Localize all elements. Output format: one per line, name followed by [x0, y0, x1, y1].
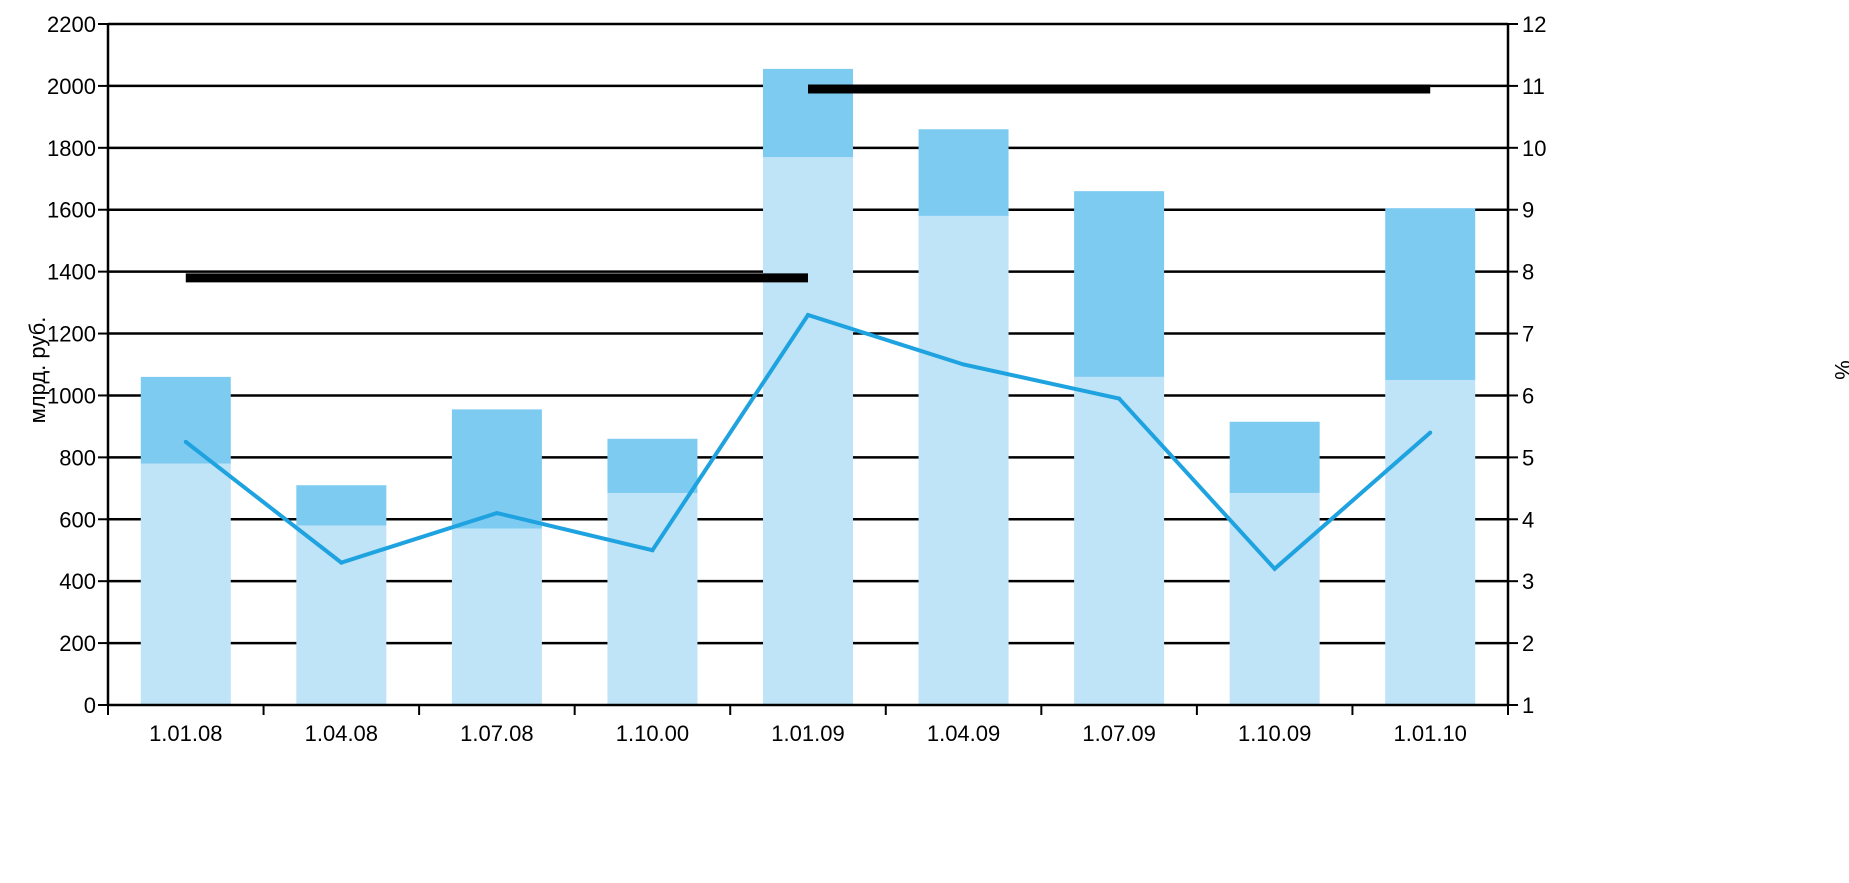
y2-tick-label: 12 — [1522, 12, 1546, 37]
y2-axis-title: % — [1830, 360, 1849, 380]
y-tick-label: 200 — [59, 631, 96, 656]
y-tick-label: 0 — [84, 693, 96, 718]
bar-lower-segment — [1074, 376, 1165, 705]
line-point — [1272, 566, 1277, 571]
line-point — [1428, 430, 1433, 435]
y-tick-label: 400 — [59, 569, 96, 594]
line-point — [806, 312, 810, 317]
x-tick-label: 1.07.08 — [460, 721, 533, 746]
x-tick-label: 1.01.09 — [771, 721, 844, 746]
y2-tick-label: 3 — [1522, 569, 1534, 594]
x-tick-label: 1.07.09 — [1082, 721, 1155, 746]
y2-tick-label: 7 — [1522, 322, 1534, 347]
line-point — [650, 548, 655, 553]
bar-upper-segment — [296, 485, 387, 526]
line-point — [961, 362, 966, 367]
axes — [98, 23, 1518, 715]
y2-tick-label: 4 — [1522, 507, 1534, 532]
y2-tick-label: 5 — [1522, 445, 1534, 470]
y-tick-label: 600 — [59, 507, 96, 532]
bars — [140, 68, 1476, 705]
y-tick-label: 1400 — [47, 260, 96, 285]
bar-upper-segment — [1074, 191, 1165, 377]
y-tick-label: 1600 — [47, 198, 96, 223]
bar-upper-segment — [1385, 208, 1476, 380]
y2-tick-label: 9 — [1522, 198, 1534, 223]
y2-tick-label: 1 — [1522, 693, 1534, 718]
line-point — [494, 511, 499, 516]
y2-tick-label: 8 — [1522, 260, 1534, 285]
y-tick-label: 2000 — [47, 74, 96, 99]
x-tick-label: 1.01.10 — [1394, 721, 1467, 746]
x-tick-label: 1.04.09 — [927, 721, 1000, 746]
y2-tick-label: 11 — [1522, 74, 1545, 99]
bar-upper-segment — [918, 129, 1009, 216]
tick-labels: 0 200 400 600 800 1000 1200 1400 1600 1800 2000 220… — [47, 12, 1546, 746]
bar-lower-segment — [296, 525, 387, 705]
line-point — [1117, 396, 1122, 401]
line-series — [183, 312, 1433, 572]
y-tick-label: 1800 — [47, 136, 96, 161]
bar-lower-segment — [140, 463, 231, 705]
y2-tick-label: 2 — [1522, 631, 1534, 656]
y-tick-label: 2200 — [47, 12, 96, 37]
bar-lower-segment — [607, 492, 698, 705]
y2-tick-label: 6 — [1522, 383, 1534, 408]
y-tick-label: 800 — [59, 445, 96, 470]
bar-lower-segment — [1385, 379, 1476, 705]
x-tick-label: 1.10.09 — [1238, 721, 1311, 746]
x-tick-label: 1.01.08 — [149, 721, 222, 746]
line-point — [183, 439, 188, 444]
bar-upper-segment — [451, 409, 542, 529]
bar-lower-segment — [451, 528, 542, 705]
y-axis-title: млрд. руб. — [25, 317, 50, 424]
bar-upper-segment — [1229, 421, 1320, 493]
y-tick-label: 1000 — [47, 383, 96, 408]
bar-upper-segment — [140, 376, 231, 464]
line-point — [339, 560, 344, 565]
x-tick-label: 1.10.00 — [616, 721, 689, 746]
y2-tick-label: 10 — [1522, 136, 1546, 161]
bar-upper-segment — [763, 68, 853, 158]
bar-lower-segment — [918, 215, 1009, 705]
bar-lower-segment — [1229, 492, 1320, 705]
bar-lower-segment — [763, 157, 853, 705]
step-lines — [185, 84, 1431, 283]
x-tick-label: 1.04.08 — [305, 721, 378, 746]
y-tick-label: 1200 — [47, 322, 96, 347]
bar-upper-segment — [607, 438, 698, 493]
